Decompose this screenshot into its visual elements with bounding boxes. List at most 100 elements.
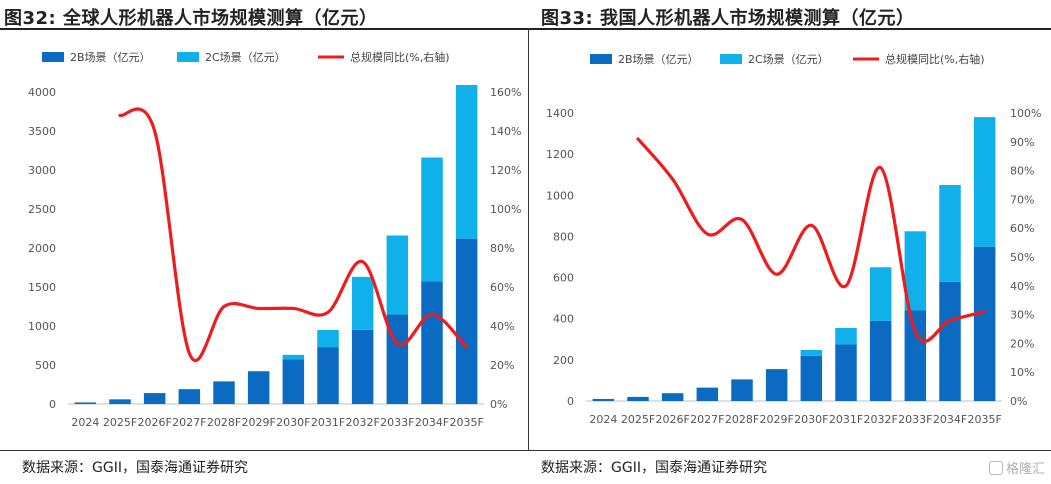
y2-tick-label: 20% [1010,337,1034,350]
y2-tick-label: 60% [1010,222,1034,235]
legend-swatch [42,52,64,62]
bar-2c [835,327,857,345]
y-tick-label: 1000 [546,189,574,202]
bar-2c [973,117,996,247]
y2-tick-label: 120% [490,164,521,177]
legend-item: 2B场景（亿元） [590,52,699,66]
figure-title: 图32: 全球人形机器人市场规模测算（亿元） [4,4,378,30]
bar-2b [835,344,857,401]
x-tick-label: 2034F [415,416,449,429]
y2-tick-label: 80% [1010,165,1034,178]
x-tick-label: 2035F [968,413,1002,426]
bottom-rule [529,450,1051,451]
legend-item: 2B场景（亿元） [42,50,151,64]
legend-swatch [590,54,612,64]
y-tick-label: 1500 [28,281,56,294]
x-tick-label: 2032F [346,416,380,429]
bar-2c [800,349,823,356]
bar-2c [904,231,927,311]
y2-tick-label: 100% [1010,107,1041,120]
y-tick-label: 2500 [28,203,56,216]
bottom-rule [0,450,528,451]
bar-2b [213,381,235,404]
bar-2b [455,238,478,404]
bar-2b [765,369,788,401]
legend-label: 2B场景（亿元） [70,50,151,64]
y-tick-label: 4000 [28,86,56,99]
x-tick-label: 2033F [898,413,932,426]
bar-2b [661,393,684,401]
legend-swatch [720,54,742,64]
legend-item: 总规模同比(%,右轴) [853,52,985,66]
y2-tick-label: 140% [490,125,521,138]
y-tick-label: 400 [553,313,574,326]
y-tick-label: 200 [553,354,574,367]
bar-2b [351,329,374,404]
x-tick-label: 2030F [276,416,310,429]
y-tick-label: 2000 [28,242,56,255]
bar-2b [904,310,927,401]
x-tick-label: 2031F [829,413,863,426]
china-market-panel: 图33: 我国人形机器人市场规模测算（亿元） 2B场景（亿元） 2C场景（亿元） 总… [529,0,1051,484]
x-tick-label: 2035F [450,416,484,429]
y2-tick-label: 100% [490,203,521,216]
y2-tick-label: 80% [490,242,514,255]
x-tick-label: 2031F [311,416,345,429]
top-rule [0,28,528,30]
legend-label: 总规模同比(%,右轴) [350,50,450,64]
bar-2c [351,276,374,330]
x-tick-label: 2032F [864,413,898,426]
x-tick-label: 2025F [621,413,655,426]
legend-item: 总规模同比(%,右轴) [318,50,450,64]
x-tick-label: 2030F [794,413,828,426]
chart-title: 我国人形机器人市场规模测算（亿元） [600,8,915,29]
bar-2b [800,355,823,401]
bar-2b [317,347,339,404]
legend-label: 总规模同比(%,右轴) [885,52,985,66]
y-tick-label: 1000 [28,320,56,333]
global-market-panel: 图32: 全球人形机器人市场规模测算（亿元） 2B场景（亿元） 2C场景（亿元） 总… [0,4,528,476]
watermark-icon [988,461,1003,475]
china-market-chart: 2B场景（亿元） 2C场景（亿元） 总规模同比(%,右轴) 0 200 400 600 800… [546,52,1041,426]
y2-tick-label: 20% [490,359,514,372]
y2-tick-label: 40% [490,320,514,333]
global-market-chart: 2B场景（亿元） 2C场景（亿元） 总规模同比(%,右轴) 0 500 1000 1500 2… [28,50,521,429]
x-tick-label: 2033F [380,416,414,429]
y-tick-label: 0 [49,398,56,411]
y2-tick-label: 160% [490,86,521,99]
x-tick-label: 2029F [242,416,276,429]
y-tick-label: 800 [553,230,574,243]
bar-2b [939,281,961,401]
y2-tick-label: 40% [1010,280,1034,293]
bar-2c [939,185,961,282]
bar-2b [592,398,615,401]
y-tick-label: 3500 [28,125,56,138]
legend-item: 2C场景（亿元） [177,50,286,64]
y2-tick-label: 60% [490,281,514,294]
y-tick-label: 500 [35,359,56,372]
bar-2c [282,354,305,360]
x-tick-label: 2028F [207,416,241,429]
top-rule [529,28,1051,30]
bar-2c [869,267,892,321]
x-tick-label: 2024 [71,416,99,429]
bar-2b [109,399,131,404]
x-tick-label: 2026F [656,413,690,426]
bar-2c [421,157,443,282]
bar-2c [386,235,409,315]
bar-2b [973,246,996,401]
figure-title: 图33: 我国人形机器人市场规模测算（亿元） [541,4,915,30]
yoy-growth-line [636,137,987,343]
legend-label: 2B场景（亿元） [618,52,699,66]
y2-tick-label: 70% [1010,193,1034,206]
watermark-logo: 格隆汇 [988,458,1045,477]
bar-2b [869,320,892,401]
x-tick-label: 2028F [725,413,759,426]
x-tick-label: 2025F [103,416,137,429]
bar-2b [143,393,166,404]
bar-2b [731,379,753,401]
yoy-growth-line [118,107,469,363]
bar-2b [74,402,97,404]
y2-tick-label: 90% [1010,136,1034,149]
watermark-text: 格隆汇 [1005,462,1045,477]
